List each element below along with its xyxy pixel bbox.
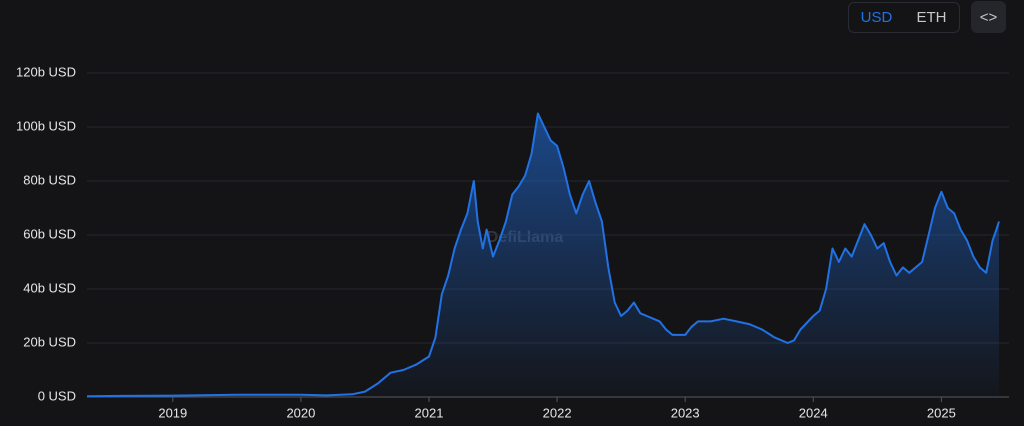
y-tick-label: 20b USD (23, 334, 76, 349)
x-tick-label: 2024 (799, 405, 828, 420)
currency-toggle: USD ETH (848, 2, 960, 33)
area (87, 113, 999, 397)
line (86, 112, 1000, 398)
y-tick-label: 40b USD (23, 280, 76, 295)
x-tick-label: 2023 (671, 405, 700, 420)
x-tick-label: 2021 (415, 405, 444, 420)
y-tick-label: 0 USD (38, 388, 76, 403)
embed-button[interactable]: <> (971, 1, 1006, 33)
x-tick-label: 2022 (543, 405, 572, 420)
x-tick-label: 2020 (286, 405, 315, 420)
y-tick-label: 100b USD (16, 118, 76, 133)
y-tick-label: 120b USD (16, 64, 76, 79)
x-tick-label: 2025 (927, 405, 956, 420)
x-tick-label: 2019 (158, 405, 187, 420)
eth-button[interactable]: ETH (916, 9, 947, 26)
usd-button[interactable]: USD (860, 9, 893, 26)
y-tick-label: 80b USD (23, 172, 76, 187)
y-tick-label: 60b USD (23, 226, 76, 241)
